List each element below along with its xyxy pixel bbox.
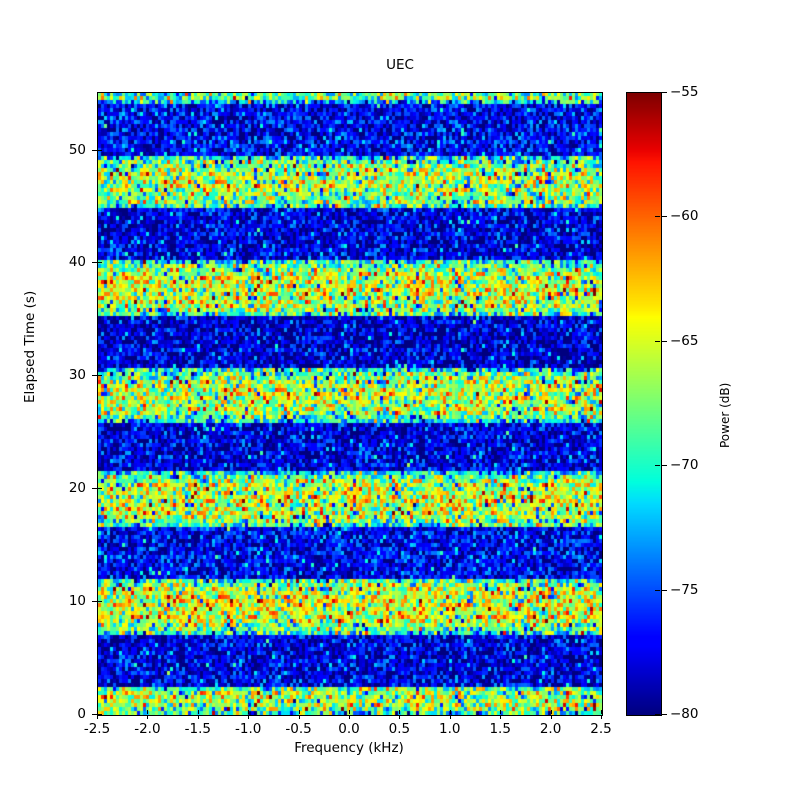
- x-tick-mark-inner: [449, 710, 451, 714]
- y-tick-mark: [92, 714, 97, 715]
- y-tick-label: 20: [68, 480, 86, 497]
- x-tick-label: -1.5: [184, 721, 211, 737]
- y-tick-mark-inner: [98, 375, 102, 377]
- y-tick-mark-inner: [98, 262, 102, 264]
- x-tick-mark: [97, 715, 98, 719]
- colorbar-tick-label: −70: [670, 457, 699, 474]
- x-tick-label: -2.5: [83, 721, 111, 737]
- x-tick-mark-inner: [97, 710, 98, 714]
- x-axis-label: Frequency (kHz): [294, 740, 404, 756]
- x-tick-label: 2.5: [590, 721, 612, 737]
- x-tick-label: 1.5: [489, 721, 511, 737]
- colorbar-tick-label: −65: [670, 332, 699, 349]
- colorbar-tick-label: −60: [670, 208, 699, 225]
- x-tick-mark: [298, 715, 300, 719]
- colorbar-tick-label: −80: [670, 706, 699, 722]
- x-tick-mark: [500, 715, 502, 719]
- x-tick-label: 0.0: [338, 721, 360, 737]
- y-tick-label: 50: [68, 141, 86, 158]
- colorbar-tick-mark-inner: [655, 465, 660, 467]
- colorbar-tick-mark: [662, 589, 667, 591]
- x-tick-mark-inner: [298, 710, 300, 714]
- x-tick-mark-inner: [147, 710, 149, 714]
- x-tick-mark: [248, 715, 250, 719]
- x-tick-mark-inner: [601, 710, 602, 714]
- y-tick-mark: [92, 375, 97, 377]
- colorbar-tick-mark-inner: [655, 216, 660, 218]
- colorbar-tick-mark: [662, 714, 667, 715]
- colorbar-wrap: [626, 92, 662, 716]
- colorbar-label: Power (dB): [718, 382, 732, 448]
- y-tick-label: 0: [77, 706, 86, 722]
- colorbar-tick-mark: [662, 340, 667, 342]
- y-tick-mark-inner: [98, 601, 102, 603]
- x-tick-label: 0.5: [388, 721, 411, 737]
- y-axis-label: Elapsed Time (s): [22, 290, 38, 403]
- x-tick-mark: [147, 715, 149, 719]
- y-tick-mark-inner: [98, 149, 102, 151]
- x-tick-mark-inner: [500, 710, 502, 714]
- colorbar: [626, 92, 662, 716]
- x-tick-mark: [349, 715, 350, 719]
- x-tick-label: -2.0: [134, 721, 161, 737]
- x-tick-label: 1.0: [439, 721, 461, 737]
- x-tick-mark-inner: [248, 710, 250, 714]
- x-tick-mark: [399, 715, 401, 719]
- colorbar-tick-mark-inner: [655, 340, 660, 342]
- y-tick-label: 40: [68, 254, 86, 271]
- y-tick-mark: [92, 601, 97, 603]
- y-tick-mark: [92, 262, 97, 264]
- x-tick-mark: [550, 715, 552, 719]
- x-tick-mark-inner: [399, 710, 401, 714]
- x-tick-label: 2.0: [539, 721, 562, 737]
- x-tick-mark: [197, 715, 199, 719]
- title-station: UEC: [386, 57, 414, 73]
- x-tick-label: -1.0: [235, 721, 262, 737]
- x-tick-mark: [449, 715, 451, 719]
- x-tick-label: -0.5: [285, 721, 312, 737]
- x-tick-mark-inner: [197, 710, 199, 714]
- y-tick-mark: [92, 488, 97, 490]
- colorbar-tick-mark-inner: [655, 714, 660, 715]
- y-tick-label: 10: [68, 593, 86, 610]
- colorbar-tick-mark: [662, 216, 667, 218]
- y-tick-mark: [92, 149, 97, 151]
- colorbar-tick-mark: [662, 465, 667, 467]
- spectrogram-heatmap: [98, 93, 602, 715]
- y-tick-mark-inner: [98, 714, 102, 715]
- x-tick-mark-inner: [550, 710, 552, 714]
- x-tick-mark: [601, 715, 602, 719]
- y-tick-label: 30: [68, 367, 86, 384]
- colorbar-tick-mark: [662, 92, 667, 93]
- colorbar-tick-label: −75: [670, 581, 699, 598]
- colorbar-tick-mark-inner: [655, 92, 660, 93]
- y-tick-mark-inner: [98, 488, 102, 490]
- colorbar-tick-label: −55: [670, 84, 699, 100]
- plot-area: [97, 92, 603, 716]
- colorbar-gradient: [627, 93, 661, 715]
- x-tick-mark-inner: [349, 710, 350, 714]
- colorbar-tick-mark-inner: [655, 589, 660, 591]
